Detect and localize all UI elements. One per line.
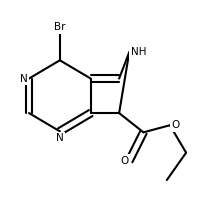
Text: O: O — [171, 120, 180, 130]
Text: O: O — [120, 156, 128, 166]
Text: NH: NH — [131, 47, 146, 57]
Text: N: N — [56, 133, 64, 143]
Text: Br: Br — [54, 22, 65, 32]
Text: N: N — [20, 73, 27, 83]
